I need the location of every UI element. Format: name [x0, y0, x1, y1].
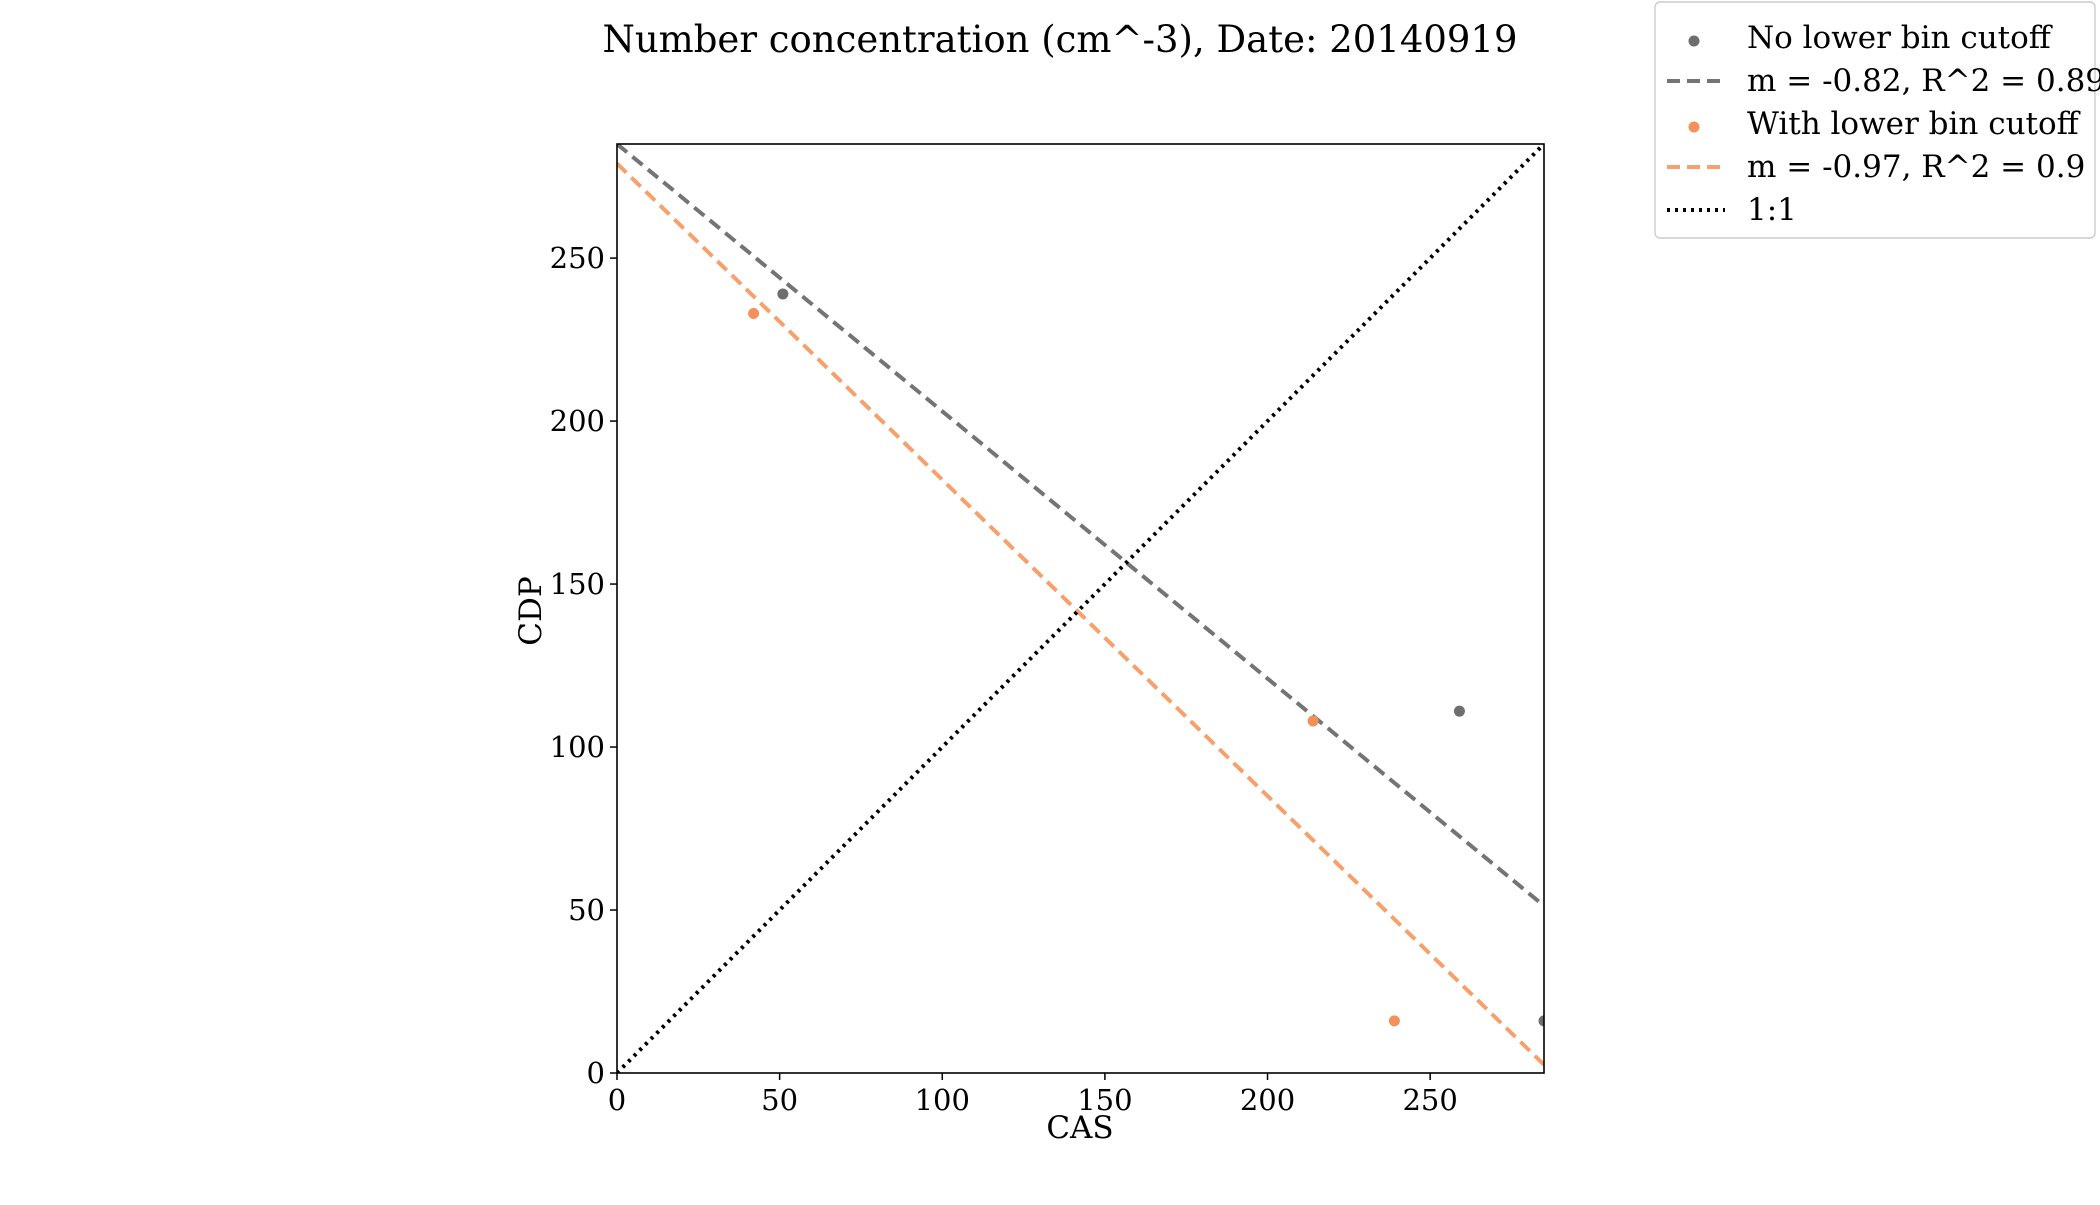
data-point-2	[1388, 1015, 1400, 1027]
x-axis-label: CAS	[1046, 1110, 1113, 1146]
legend-label-2: With lower bin cutoff	[1747, 106, 2081, 142]
legend: No lower bin cutoff m = -0.82, R^2 = 0.89…	[1654, 1, 2100, 239]
chart-title: Number concentration (cm^-3), Date: 2014…	[602, 18, 1517, 61]
legend-label-0: No lower bin cutoff	[1747, 20, 2053, 56]
data-point-2	[748, 308, 760, 320]
axes-frame	[616, 143, 1545, 1074]
plot-area: 0 50 100 150 200 250 0 50 100 150 200 250	[550, 143, 1545, 1117]
series-line-4	[617, 144, 1544, 1073]
data-point-2	[1307, 715, 1319, 727]
series-group	[617, 144, 1544, 1073]
legend-label-4: 1:1	[1747, 192, 1797, 228]
y-tick-label: 250	[550, 241, 605, 275]
data-point-0	[777, 288, 789, 300]
y-tick-label: 0	[587, 1056, 605, 1090]
x-tick-label: 0	[608, 1083, 626, 1117]
data-point-0	[1538, 1015, 1544, 1027]
y-tick-label: 50	[568, 893, 605, 927]
x-tick-label: 150	[1077, 1083, 1132, 1117]
legend-frame	[1654, 1, 2096, 239]
y-tick-label: 200	[550, 404, 605, 438]
legend-marker-0	[1688, 35, 1700, 47]
legend-marker-2	[1688, 121, 1700, 133]
x-tick-label: 250	[1402, 1083, 1457, 1117]
legend-label-3: m = -0.97, R^2 = 0.9	[1747, 149, 2085, 185]
x-tick-label: 100	[915, 1083, 970, 1117]
series-line-3	[617, 162, 1544, 1067]
legend-label-1: m = -0.82, R^2 = 0.89	[1747, 63, 2100, 99]
x-tick-label: 200	[1240, 1083, 1295, 1117]
data-point-0	[1453, 705, 1465, 717]
y-tick-label: 150	[550, 567, 605, 601]
x-tick-label: 50	[761, 1083, 798, 1117]
y-tick-label: 100	[550, 730, 605, 764]
series-line-1	[617, 144, 1544, 908]
y-axis-label: CDP	[513, 576, 549, 645]
